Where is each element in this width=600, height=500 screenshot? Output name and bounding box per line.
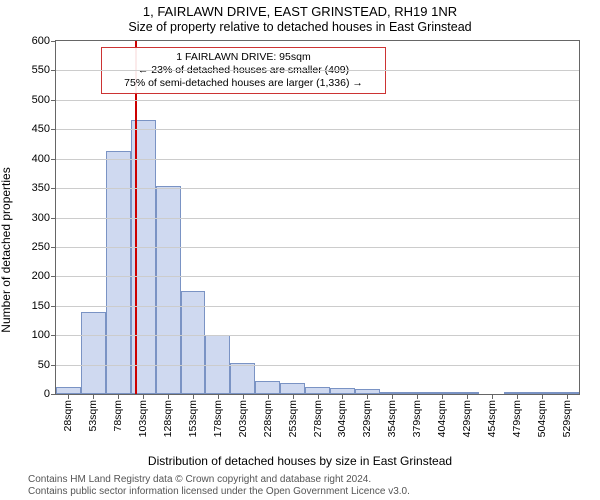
histogram-bar [255, 381, 280, 394]
ytick-label: 200 [32, 270, 50, 282]
histogram-bar [56, 387, 81, 394]
gridline-h [56, 276, 579, 277]
xtick-label: 228sqm [262, 400, 274, 437]
x-axis-label: Distribution of detached houses by size … [0, 454, 600, 468]
ytick-label: 500 [32, 94, 50, 106]
xtick-label: 78sqm [112, 400, 124, 432]
ytick-mark [51, 306, 56, 307]
ytick-label: 250 [32, 241, 50, 253]
ytick-label: 50 [38, 359, 50, 371]
plot-area: 1 FAIRLAWN DRIVE: 95sqm ← 23% of detache… [55, 40, 580, 395]
xtick-mark [517, 394, 518, 399]
ytick-label: 0 [44, 388, 50, 400]
gridline-h [56, 247, 579, 248]
xtick-mark [118, 394, 119, 399]
ytick-mark [51, 276, 56, 277]
xtick-label: 278sqm [312, 400, 324, 437]
xtick-mark [168, 394, 169, 399]
xtick-mark [68, 394, 69, 399]
ytick-mark [51, 247, 56, 248]
xtick-label: 429sqm [461, 400, 473, 437]
xtick-label: 304sqm [336, 400, 348, 437]
footer-line-1: Contains HM Land Registry data © Crown c… [28, 474, 600, 486]
ytick-mark [51, 218, 56, 219]
gridline-h [56, 188, 579, 189]
ytick-label: 550 [32, 64, 50, 76]
y-axis-label: Number of detached properties [0, 167, 13, 332]
ytick-mark [51, 70, 56, 71]
xtick-label: 53sqm [87, 400, 99, 432]
xtick-mark [218, 394, 219, 399]
xtick-label: 28sqm [62, 400, 74, 432]
annotation-line-1: 1 FAIRLAWN DRIVE: 95sqm [108, 51, 379, 64]
ytick-mark [51, 129, 56, 130]
xtick-mark [293, 394, 294, 399]
ytick-mark [51, 394, 56, 395]
xtick-label: 128sqm [162, 400, 174, 437]
gridline-h [56, 335, 579, 336]
xtick-mark [93, 394, 94, 399]
annotation-line-3: 75% of semi-detached houses are larger (… [108, 77, 379, 90]
footer-line-2: Contains public sector information licen… [28, 486, 600, 498]
xtick-mark [442, 394, 443, 399]
gridline-h [56, 306, 579, 307]
ytick-mark [51, 335, 56, 336]
xtick-label: 329sqm [361, 400, 373, 437]
ytick-mark [51, 159, 56, 160]
ytick-mark [51, 41, 56, 42]
xtick-mark [243, 394, 244, 399]
ytick-label: 350 [32, 182, 50, 194]
histogram-bar [230, 363, 255, 394]
ytick-label: 600 [32, 35, 50, 47]
xtick-label: 454sqm [486, 400, 498, 437]
xtick-mark [342, 394, 343, 399]
xtick-label: 404sqm [436, 400, 448, 437]
xtick-label: 178sqm [212, 400, 224, 437]
ytick-label: 150 [32, 300, 50, 312]
ytick-mark [51, 188, 56, 189]
chart-title: 1, FAIRLAWN DRIVE, EAST GRINSTEAD, RH19 … [0, 4, 600, 19]
gridline-h [56, 129, 579, 130]
xtick-mark [268, 394, 269, 399]
xtick-mark [567, 394, 568, 399]
xtick-label: 504sqm [536, 400, 548, 437]
ytick-mark [51, 100, 56, 101]
xtick-mark [542, 394, 543, 399]
xtick-mark [417, 394, 418, 399]
ytick-label: 400 [32, 153, 50, 165]
xtick-label: 479sqm [511, 400, 523, 437]
xtick-label: 379sqm [411, 400, 423, 437]
gridline-h [56, 218, 579, 219]
xtick-mark [143, 394, 144, 399]
xtick-label: 253sqm [287, 400, 299, 437]
xtick-label: 529sqm [561, 400, 573, 437]
histogram-bar [81, 312, 106, 394]
xtick-label: 103sqm [137, 400, 149, 437]
xtick-mark [467, 394, 468, 399]
ytick-label: 450 [32, 123, 50, 135]
gridline-h [56, 70, 579, 71]
xtick-label: 203sqm [237, 400, 249, 437]
xtick-mark [492, 394, 493, 399]
xtick-label: 153sqm [187, 400, 199, 437]
ytick-label: 100 [32, 329, 50, 341]
ytick-label: 300 [32, 212, 50, 224]
xtick-mark [367, 394, 368, 399]
chart-subtitle: Size of property relative to detached ho… [0, 20, 600, 34]
xtick-mark [392, 394, 393, 399]
ytick-mark [51, 365, 56, 366]
chart-container: 1, FAIRLAWN DRIVE, EAST GRINSTEAD, RH19 … [0, 0, 600, 500]
footer: Contains HM Land Registry data © Crown c… [0, 474, 600, 498]
gridline-h [56, 159, 579, 160]
gridline-h [56, 100, 579, 101]
histogram-bar [305, 387, 330, 394]
xtick-mark [318, 394, 319, 399]
xtick-label: 354sqm [386, 400, 398, 437]
xtick-mark [193, 394, 194, 399]
histogram-bar [280, 383, 305, 394]
gridline-h [56, 365, 579, 366]
